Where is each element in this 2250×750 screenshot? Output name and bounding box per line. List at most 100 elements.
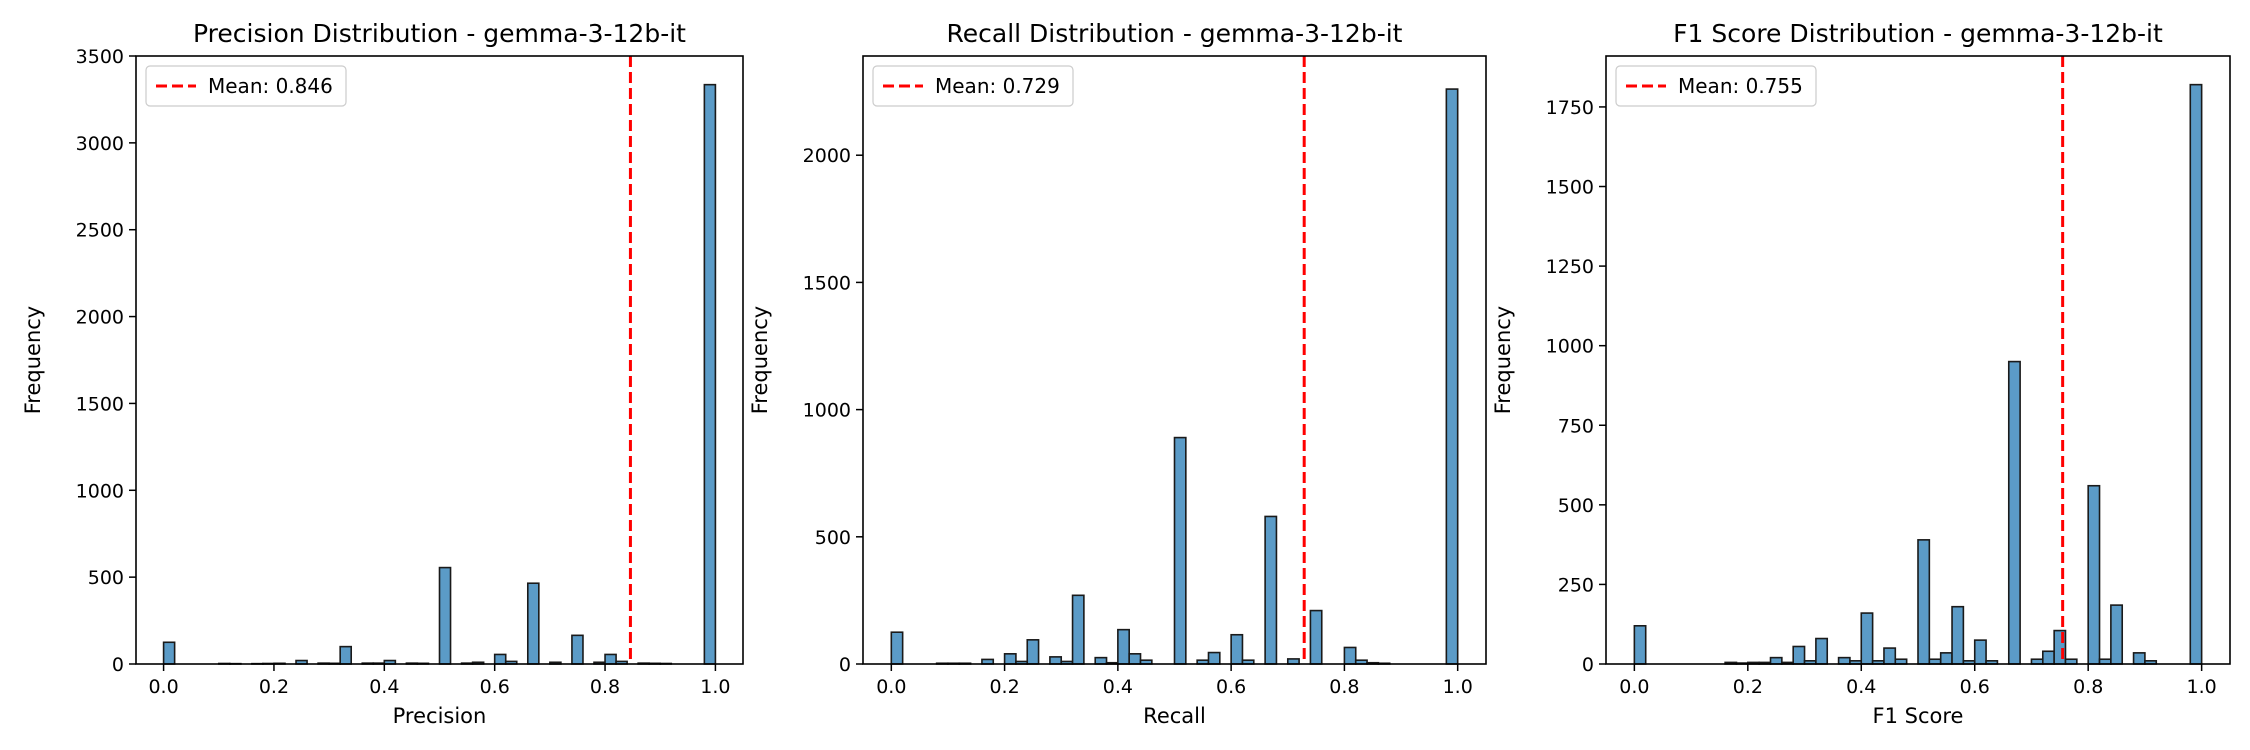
- x-tick-label: 0.4: [1846, 676, 1876, 698]
- x-tick-label: 0.6: [480, 676, 510, 698]
- histogram-bar: [1309, 609, 1323, 665]
- x-tick-label: 0.2: [259, 676, 289, 698]
- chart-title: Recall Distribution - gemma-3-12b-it: [947, 19, 1403, 48]
- histogram-bar: [493, 653, 507, 665]
- y-tick-label: 1250: [1546, 256, 1594, 278]
- x-tick-label: 0.0: [876, 676, 906, 698]
- histogram-bar: [1917, 539, 1931, 665]
- legend-label: Mean: 0.755: [1678, 74, 1803, 98]
- legend-box: [872, 65, 1074, 107]
- histogram-bar: [1264, 515, 1278, 665]
- histogram-bar: [1973, 639, 1987, 665]
- histogram-bar: [1049, 656, 1063, 665]
- chart-panel-3: 0.0 0.2 0.4 0.6 0.8 1.0 0 250 500 750 1000 1250 1500…: [1491, 19, 2231, 728]
- histogram-bar: [1939, 652, 1953, 665]
- histogram-bar: [339, 645, 353, 665]
- y-tick-label: 500: [1558, 495, 1594, 517]
- histogram-bar: [1883, 647, 1897, 665]
- histogram-bar: [162, 641, 176, 665]
- x-tick-label: 1.0: [1443, 676, 1473, 698]
- histogram-bar: [1633, 625, 1647, 665]
- histogram-bar: [1026, 639, 1040, 665]
- plot-frame: [135, 55, 744, 665]
- chart-panel-1: 0.0 0.2 0.4 0.6 0.8 1.0 0 500 1000 1500 2000 2500 30…: [21, 19, 744, 728]
- y-tick-label: 1500: [76, 393, 124, 415]
- histogram-bar: [1445, 88, 1459, 665]
- histogram-bar: [1837, 656, 1851, 665]
- histogram-bar: [2189, 83, 2203, 665]
- plot-frame: [1605, 55, 2231, 665]
- x-tick-label: 0.0: [1619, 676, 1649, 698]
- histogram-bar: [1769, 656, 1783, 665]
- legend-box: [145, 65, 347, 107]
- legend-label: Mean: 0.729: [935, 74, 1060, 98]
- histogram-bar: [2087, 484, 2101, 665]
- y-tick-label: 2000: [803, 145, 851, 167]
- x-tick-label: 0.6: [1960, 676, 1990, 698]
- y-tick-label: 0: [839, 654, 851, 676]
- chart-panel-2: 0.0 0.2 0.4 0.6 0.8 1.0 0 500 1000 1500 2000 Recall…: [748, 19, 1487, 728]
- y-tick-label: 750: [1558, 415, 1594, 437]
- histogram-bar: [1343, 646, 1357, 665]
- legend-box: [1615, 65, 1817, 107]
- histogram-bar: [1094, 656, 1108, 665]
- y-tick-label: 500: [815, 527, 851, 549]
- histogram-bar: [1815, 637, 1829, 665]
- histogram-bar: [1071, 594, 1085, 665]
- histogram-bar: [2007, 360, 2021, 665]
- x-tick-label: 1.0: [2187, 676, 2217, 698]
- histogram-bar: [1951, 605, 1965, 665]
- histogram-bar: [1792, 645, 1806, 665]
- chart-title: F1 Score Distribution - gemma-3-12b-it: [1673, 19, 2163, 48]
- y-tick-label: 3500: [76, 46, 124, 68]
- y-axis-label: Frequency: [21, 306, 45, 415]
- y-tick-label: 1500: [803, 272, 851, 294]
- x-tick-label: 0.4: [369, 676, 399, 698]
- x-tick-label: 0.0: [148, 676, 178, 698]
- y-tick-label: 1500: [1546, 177, 1594, 199]
- x-tick-label: 0.4: [1103, 676, 1133, 698]
- legend: Mean: 0.755: [1615, 65, 1817, 107]
- histogram-bar: [1173, 436, 1187, 665]
- legend: Mean: 0.729: [872, 65, 1074, 107]
- y-axis-label: Frequency: [1491, 306, 1515, 415]
- histogram-bar: [2132, 652, 2146, 665]
- x-tick-label: 0.8: [1329, 676, 1359, 698]
- y-tick-label: 1000: [803, 400, 851, 422]
- y-axis-label: Frequency: [748, 306, 772, 415]
- histogram-bar: [1207, 651, 1221, 665]
- histogram-bar: [604, 653, 617, 665]
- x-tick-label: 0.8: [2073, 676, 2103, 698]
- histogram-bar: [2110, 604, 2124, 665]
- histogram-bar: [890, 631, 904, 665]
- histogram-bar: [1128, 653, 1142, 665]
- histogram-bar: [2042, 650, 2055, 665]
- y-tick-label: 0: [1582, 654, 1594, 676]
- legend-label: Mean: 0.846: [208, 74, 333, 98]
- y-tick-label: 1000: [76, 480, 124, 502]
- x-axis-label: F1 Score: [1873, 704, 1964, 728]
- y-tick-label: 2000: [76, 307, 124, 329]
- histogram-bar: [1003, 653, 1017, 665]
- y-tick-label: 250: [1558, 574, 1594, 596]
- histogram-bar: [438, 566, 452, 665]
- histogram-bar: [571, 634, 584, 665]
- y-tick-label: 3000: [76, 133, 124, 155]
- y-tick-label: 2500: [76, 220, 124, 242]
- x-tick-label: 1.0: [700, 676, 730, 698]
- chart-title: Precision Distribution - gemma-3-12b-it: [193, 19, 686, 48]
- x-axis-label: Precision: [393, 704, 487, 728]
- y-tick-label: 0: [112, 654, 124, 676]
- y-tick-label: 1000: [1546, 336, 1594, 358]
- x-tick-label: 0.8: [590, 676, 620, 698]
- histogram-bar: [1230, 633, 1244, 665]
- plot-frame: [862, 55, 1487, 665]
- histogram-bar: [1860, 612, 1874, 665]
- x-axis-label: Recall: [1143, 704, 1206, 728]
- y-tick-label: 500: [88, 567, 124, 589]
- histogram-bar: [526, 582, 540, 665]
- histogram-bar: [703, 83, 717, 665]
- legend: Mean: 0.846: [145, 65, 347, 107]
- y-tick-label: 1750: [1546, 97, 1594, 119]
